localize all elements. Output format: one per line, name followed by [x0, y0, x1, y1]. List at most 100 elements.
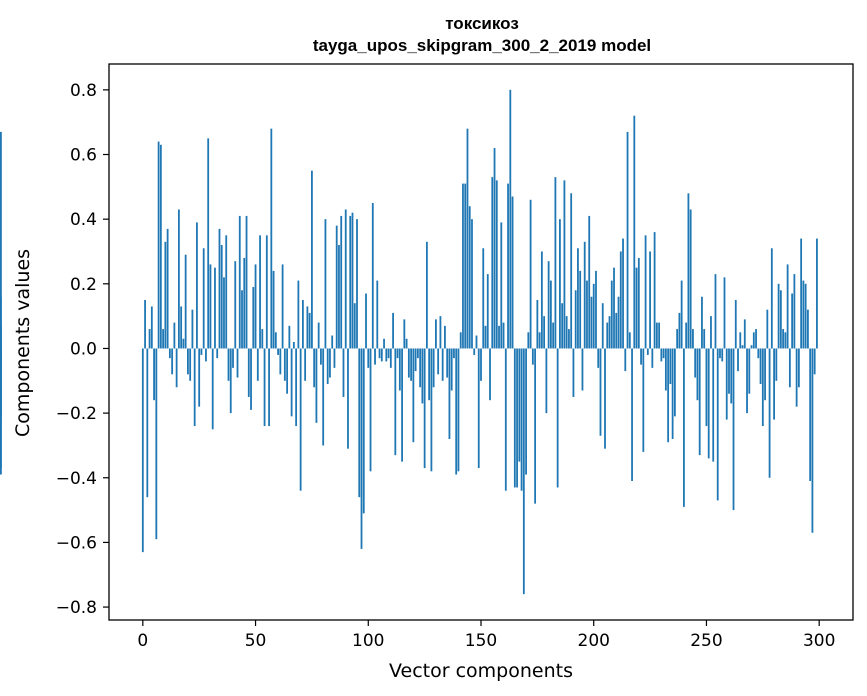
bar-133: [441, 348, 444, 381]
bar-75: [311, 170, 313, 349]
bar-50: [254, 264, 257, 349]
bar-216: [628, 332, 631, 349]
bar-153: [486, 274, 489, 349]
bar-83: [329, 348, 331, 378]
bar-285: [784, 332, 787, 349]
bar-92: [349, 215, 352, 349]
bar-undefined: [0, 296, 2, 349]
y-tick-label-1: −0.6: [56, 533, 97, 553]
bar-254: [714, 274, 717, 349]
bar-209: [613, 267, 615, 349]
bar-123: [419, 348, 422, 388]
bar-213: [622, 238, 624, 349]
bar-183: [554, 177, 557, 349]
bar-221: [640, 348, 642, 365]
bar-172: [529, 199, 532, 349]
bar-222: [642, 348, 645, 452]
bar-55: [265, 235, 268, 349]
bar-151: [482, 248, 485, 349]
bar-243: [689, 209, 692, 349]
bar-170: [525, 348, 527, 475]
bar-265: [739, 332, 742, 349]
bar-225: [649, 251, 651, 349]
bar-44: [241, 290, 243, 349]
bar-230: [660, 348, 663, 362]
bar-74: [308, 312, 311, 349]
bar-203: [599, 348, 602, 436]
bar-33: [216, 348, 219, 359]
y-tick-label-2: −0.4: [56, 469, 97, 489]
bar-2: [146, 348, 149, 498]
bar-289: [793, 274, 796, 349]
bar-130: [435, 319, 437, 349]
bar-85: [333, 348, 336, 368]
bar-255: [716, 348, 719, 501]
chart-title-line-2: tayga_upos_skipgram_300_2_2019 model: [313, 36, 651, 55]
bar-113: [396, 348, 399, 359]
bar-281: [775, 348, 778, 381]
bar-179: [545, 348, 548, 414]
bar-34: [218, 228, 221, 349]
bar-282: [777, 283, 780, 349]
bar-171: [527, 332, 530, 349]
x-axis-label: Vector components: [389, 660, 573, 682]
bar-193: [577, 248, 579, 349]
bar-142: [462, 183, 464, 349]
bar-121: [414, 348, 417, 372]
bar-277: [766, 309, 769, 349]
bar-46: [245, 215, 248, 349]
bar-207: [608, 316, 611, 349]
bar-102: [371, 203, 374, 349]
bar-13: [171, 348, 174, 375]
bar-245: [694, 348, 697, 378]
bar-86: [335, 225, 338, 349]
bar-37: [225, 235, 228, 349]
bar-127: [428, 348, 431, 401]
bar-244: [692, 329, 694, 349]
bar-158: [498, 325, 500, 349]
bar-138: [453, 348, 455, 359]
bar-90: [344, 209, 347, 349]
bar-204: [601, 303, 604, 349]
bar-262: [732, 348, 735, 511]
bar-10: [164, 241, 167, 349]
bar-194: [579, 270, 582, 349]
bar-117: [405, 338, 408, 349]
bar-47: [247, 348, 250, 397]
bar-208: [610, 280, 613, 349]
y-tick-label-7: 0.6: [70, 146, 97, 166]
bar-257: [721, 348, 724, 362]
bar-267: [743, 319, 746, 349]
x-axis: 0 50 100 150 200 250 300: [137, 620, 835, 651]
bar-135: [446, 348, 449, 378]
bar-15: [175, 348, 178, 388]
bar-141: [459, 332, 462, 349]
bar-167: [518, 348, 521, 462]
bar-268: [746, 348, 748, 414]
bar-223: [644, 235, 647, 349]
bar-190: [570, 193, 573, 349]
bar-9: [162, 329, 165, 349]
bar-84: [331, 335, 334, 349]
bar-65: [288, 325, 291, 349]
bar-150: [480, 348, 482, 381]
bar-184: [556, 348, 559, 488]
bar-5: [153, 348, 155, 401]
bar-4: [150, 306, 153, 349]
bar-137: [450, 348, 453, 391]
bar-125: [423, 348, 426, 469]
bar-185: [559, 219, 561, 349]
x-tick-label-200: 200: [578, 631, 610, 651]
bar-271: [752, 332, 755, 349]
bar-146: [471, 219, 473, 349]
bar-103: [374, 348, 376, 365]
bar-258: [723, 277, 726, 349]
bar-206: [606, 322, 609, 349]
bar-97: [360, 348, 363, 549]
bar-149: [477, 348, 480, 469]
bar-163: [509, 89, 512, 349]
bar-293: [802, 280, 805, 349]
bar-239: [680, 280, 683, 349]
bar-51: [256, 348, 259, 381]
bar-197: [586, 280, 588, 349]
